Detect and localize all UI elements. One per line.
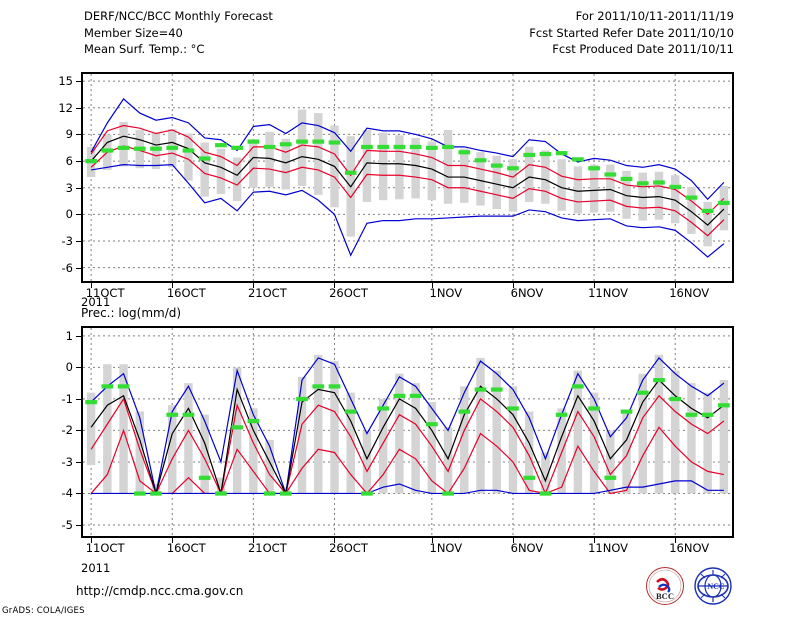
y-axis-tick bbox=[76, 81, 81, 83]
y-axis-tick-label: -4 bbox=[61, 486, 73, 501]
y-axis-tick bbox=[76, 367, 81, 369]
x-axis-tick bbox=[594, 538, 596, 543]
temperature-year-label: 2011 bbox=[81, 295, 111, 309]
y-axis-tick-label: -2 bbox=[61, 423, 73, 438]
x-axis-tick-label: 16OCT bbox=[166, 541, 206, 555]
x-axis-tick bbox=[431, 538, 433, 543]
precipitation-year-label: 2011 bbox=[81, 561, 111, 575]
y-axis-tick bbox=[76, 267, 81, 269]
y-axis-tick bbox=[76, 161, 81, 163]
chart-header: DERF/NCC/BCC Monthly Forecast Member Siz… bbox=[0, 0, 800, 64]
member-size-label: Member Size=40 bbox=[84, 25, 183, 40]
fcst-produced-label: Fcst Produced Date 2011/10/11 bbox=[552, 42, 734, 56]
bcc-logo: BCC bbox=[645, 566, 685, 606]
header-right-block: For 2011/10/11-2011/11/19 Fcst Started R… bbox=[529, 8, 734, 58]
x-axis-tick-label: 1NOV bbox=[429, 541, 463, 555]
y-axis-tick bbox=[76, 335, 81, 337]
forecast-title: DERF/NCC/BCC Monthly Forecast bbox=[84, 9, 273, 23]
y-axis-tick bbox=[76, 524, 81, 526]
x-axis-tick bbox=[172, 283, 174, 288]
y-axis-tick-label: 15 bbox=[58, 74, 73, 89]
fcst-started-label: Fcst Started Refer Date 2011/10/10 bbox=[529, 25, 734, 40]
y-axis-tick-label: -6 bbox=[61, 260, 73, 275]
precipitation-plot-frame bbox=[81, 326, 734, 538]
x-axis-tick bbox=[675, 538, 677, 543]
y-axis-tick bbox=[76, 241, 81, 243]
y-axis-tick bbox=[76, 187, 81, 189]
y-axis-tick bbox=[76, 430, 81, 432]
x-axis-tick bbox=[253, 538, 255, 543]
x-axis-tick bbox=[594, 283, 596, 288]
y-axis-tick-label: 3 bbox=[65, 180, 73, 195]
x-axis-tick bbox=[253, 283, 255, 288]
x-axis-tick bbox=[512, 283, 514, 288]
logo-group: BCC NCC bbox=[645, 566, 745, 606]
x-axis-tick-label: 11NOV bbox=[588, 286, 629, 300]
x-axis-tick bbox=[334, 538, 336, 543]
forecast-period-label: For 2011/10/11-2011/11/19 bbox=[575, 9, 734, 23]
cmdp-url[interactable]: http://cmdp.ncc.cma.gov.cn bbox=[76, 584, 244, 598]
x-axis-tick bbox=[431, 283, 433, 288]
variable-label: Mean Surf. Temp.: °C bbox=[84, 42, 205, 56]
x-axis-tick-label: 11OCT bbox=[85, 541, 125, 555]
ncc-logo: NCC bbox=[693, 566, 733, 606]
y-axis-tick-label: 1 bbox=[65, 328, 73, 343]
svg-text:BCC: BCC bbox=[656, 591, 674, 601]
precipitation-axis-title: Prec.: log(mm/d) bbox=[81, 306, 182, 320]
x-axis-tick bbox=[172, 538, 174, 543]
y-axis-tick-label: 0 bbox=[65, 207, 73, 222]
y-axis-tick-label: -3 bbox=[61, 234, 73, 249]
y-axis-tick bbox=[76, 461, 81, 463]
y-axis-tick-label: 6 bbox=[65, 154, 73, 169]
x-axis-tick-label: 16NOV bbox=[669, 541, 710, 555]
y-axis-tick-label: -1 bbox=[61, 391, 73, 406]
x-axis-tick bbox=[91, 538, 93, 543]
x-axis-tick-label: 16OCT bbox=[166, 286, 206, 300]
x-axis-tick-label: 26OCT bbox=[329, 286, 368, 300]
y-axis-tick bbox=[76, 493, 81, 495]
y-axis-tick-label: 12 bbox=[58, 100, 73, 115]
x-axis-tick bbox=[334, 283, 336, 288]
x-axis-tick bbox=[512, 538, 514, 543]
svg-text:NCC: NCC bbox=[707, 582, 725, 591]
temperature-plot-frame bbox=[81, 72, 734, 283]
y-axis-tick bbox=[76, 214, 81, 216]
x-axis-tick-label: 11OCT bbox=[85, 286, 125, 300]
grads-credit: GrADS: COLA/IGES bbox=[2, 606, 85, 616]
x-axis-tick-label: 16NOV bbox=[669, 286, 710, 300]
y-axis-tick bbox=[76, 134, 81, 136]
temperature-panel: 15 12 9 6 3 0 -3 -6 11OCT 16OCT 21OCT 26OCT 1NOV 6NOV… bbox=[58, 72, 734, 309]
x-axis-tick-label: 1NOV bbox=[429, 286, 463, 300]
x-axis-tick-label: 21OCT bbox=[247, 541, 287, 555]
precipitation-panel: Prec.: log(mm/d) 1 0 -1 -2 -3 -4 -5 11OCT 16OCT 2… bbox=[61, 306, 734, 575]
y-axis-tick-label: -5 bbox=[61, 517, 73, 532]
x-axis-tick-label: 6NOV bbox=[510, 286, 544, 300]
x-axis-tick bbox=[91, 283, 93, 288]
x-axis-tick bbox=[675, 283, 677, 288]
x-axis-tick-label: 26OCT bbox=[329, 541, 368, 555]
y-axis-tick-label: 9 bbox=[65, 127, 73, 142]
y-axis-tick bbox=[76, 107, 81, 109]
y-axis-tick-label: -3 bbox=[61, 454, 73, 469]
x-axis-tick-label: 21OCT bbox=[247, 286, 287, 300]
header-left-block: DERF/NCC/BCC Monthly Forecast Member Siz… bbox=[84, 8, 273, 58]
x-axis-tick-label: 11NOV bbox=[588, 541, 629, 555]
y-axis-tick-label: 0 bbox=[65, 360, 73, 375]
y-axis-tick bbox=[76, 398, 81, 400]
x-axis-tick-label: 6NOV bbox=[510, 541, 544, 555]
